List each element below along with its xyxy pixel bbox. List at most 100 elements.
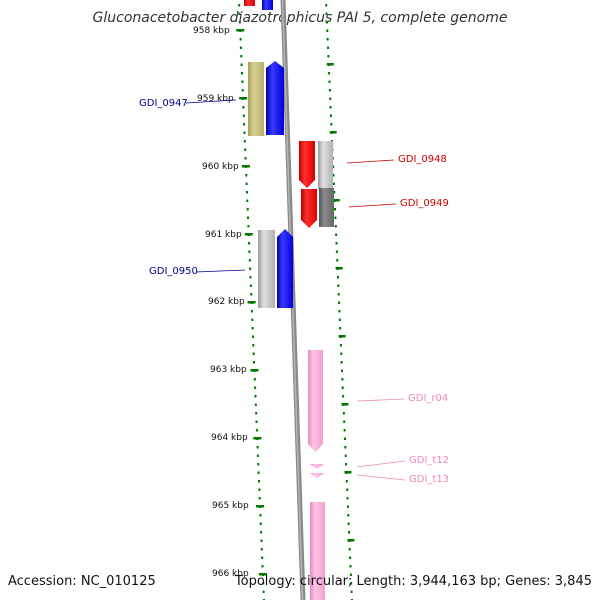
major-tick [247, 301, 256, 304]
tick-label: 965 kbp [212, 501, 249, 511]
feature-partial-bottom-pink [310, 502, 325, 600]
tick-dot [238, 12, 241, 15]
tick-dot [247, 225, 250, 228]
tick-dot [255, 420, 258, 423]
feature-gdi-0948 [299, 141, 315, 188]
tick-dot [341, 378, 344, 381]
tick-dot [344, 454, 347, 457]
tick-dot [328, 72, 331, 75]
tick-dot [249, 284, 252, 287]
feature-blue-961 [277, 229, 293, 308]
tick-dot [252, 352, 255, 355]
tick-dot [241, 89, 244, 92]
tick-dot [246, 199, 249, 202]
feature-darkgrey-960 [319, 188, 334, 227]
tick-dot [253, 361, 255, 364]
tick-dot [242, 106, 245, 109]
leader-gdi-0950 [195, 269, 246, 273]
tick-dot [239, 46, 242, 49]
tick-dot [344, 437, 346, 440]
tick-dot [335, 242, 338, 245]
tick-dot [251, 327, 254, 330]
tick-dot [260, 531, 263, 534]
tick-dot [259, 514, 262, 517]
tick-dot [262, 582, 265, 585]
tick-dot [250, 293, 253, 296]
tick-dot [259, 522, 262, 525]
gene-label-gdi-0949: GDI_0949 [400, 198, 449, 209]
tick-dot [342, 412, 345, 415]
tick-dot [333, 191, 336, 194]
tick-label: 963 kbp [210, 365, 247, 375]
tick-dot [239, 38, 242, 41]
tick-dot [350, 590, 353, 593]
tick-dot [332, 174, 335, 177]
tick-dot [252, 344, 255, 347]
feature-gdi-0947 [248, 62, 264, 136]
tick-dot [349, 573, 352, 576]
genome-title: Gluconacetobacter diazotrophicus PAI 5, … [92, 10, 508, 26]
tick-dot [254, 386, 257, 389]
tick-dot [343, 420, 346, 423]
tick-dot [338, 301, 341, 304]
tick-dot [345, 480, 348, 483]
tick-label: 959 kbp [197, 94, 234, 104]
tick-dot [347, 522, 350, 525]
tick-dot [343, 429, 346, 432]
tick-dot [349, 565, 352, 568]
major-tick [341, 403, 349, 406]
tick-label: 966 kbp [212, 569, 249, 579]
tick-dot [243, 131, 246, 134]
tick-dot [254, 395, 257, 398]
gene-label-gdi-0947: GDI_0947 [139, 98, 188, 109]
major-tick [236, 29, 245, 32]
tick-dot [326, 29, 329, 32]
leader-gdi-0949 [348, 203, 397, 208]
tick-dot [328, 80, 331, 83]
tick-dot [350, 582, 353, 585]
tick-label: 964 kbp [211, 433, 248, 443]
tick-dot [334, 225, 337, 228]
tick-dot [240, 63, 243, 66]
tick-dot [246, 191, 248, 194]
tick-dot [340, 352, 343, 355]
major-tick [335, 267, 343, 270]
tick-dot [325, 21, 328, 24]
tick-track-dots [238, 4, 353, 600]
tick-dot [345, 463, 348, 466]
tick-label: 958 kbp [193, 26, 230, 36]
tick-dot [328, 89, 331, 92]
tick-dot [248, 242, 251, 245]
gene-label-gdi-0948: GDI_0948 [398, 154, 447, 165]
tick-dot [249, 276, 252, 279]
tick-dot [327, 55, 330, 58]
feature-gdi-t12 [310, 464, 324, 469]
tick-dot [255, 412, 258, 415]
major-tick [329, 131, 337, 134]
accession-label: Accession: NC_010125 [8, 574, 156, 589]
tick-dot [334, 208, 336, 211]
feature-partial-top-blue [262, 0, 273, 10]
major-tick [332, 199, 340, 202]
major-tick [239, 97, 248, 100]
major-tick [258, 573, 267, 576]
tick-dot [262, 590, 265, 593]
tick-dot [238, 21, 241, 24]
tick-dot [260, 548, 263, 551]
feature-gdi-0949 [301, 189, 317, 228]
tick-dot [326, 38, 329, 41]
tick-dot [338, 318, 341, 321]
tick-dot [348, 548, 351, 551]
tick-dot [241, 80, 244, 83]
tick-dot [329, 97, 332, 100]
tick-dot [253, 378, 256, 381]
tick-dot [246, 208, 249, 211]
tick-dot [337, 276, 339, 279]
tick-dot [325, 4, 328, 7]
tick-dot [252, 335, 254, 338]
tick-dot [344, 446, 347, 449]
tick-dot [330, 123, 333, 126]
tick-dot [341, 386, 344, 389]
tick-dot [340, 361, 343, 364]
tick-dot [347, 514, 350, 517]
